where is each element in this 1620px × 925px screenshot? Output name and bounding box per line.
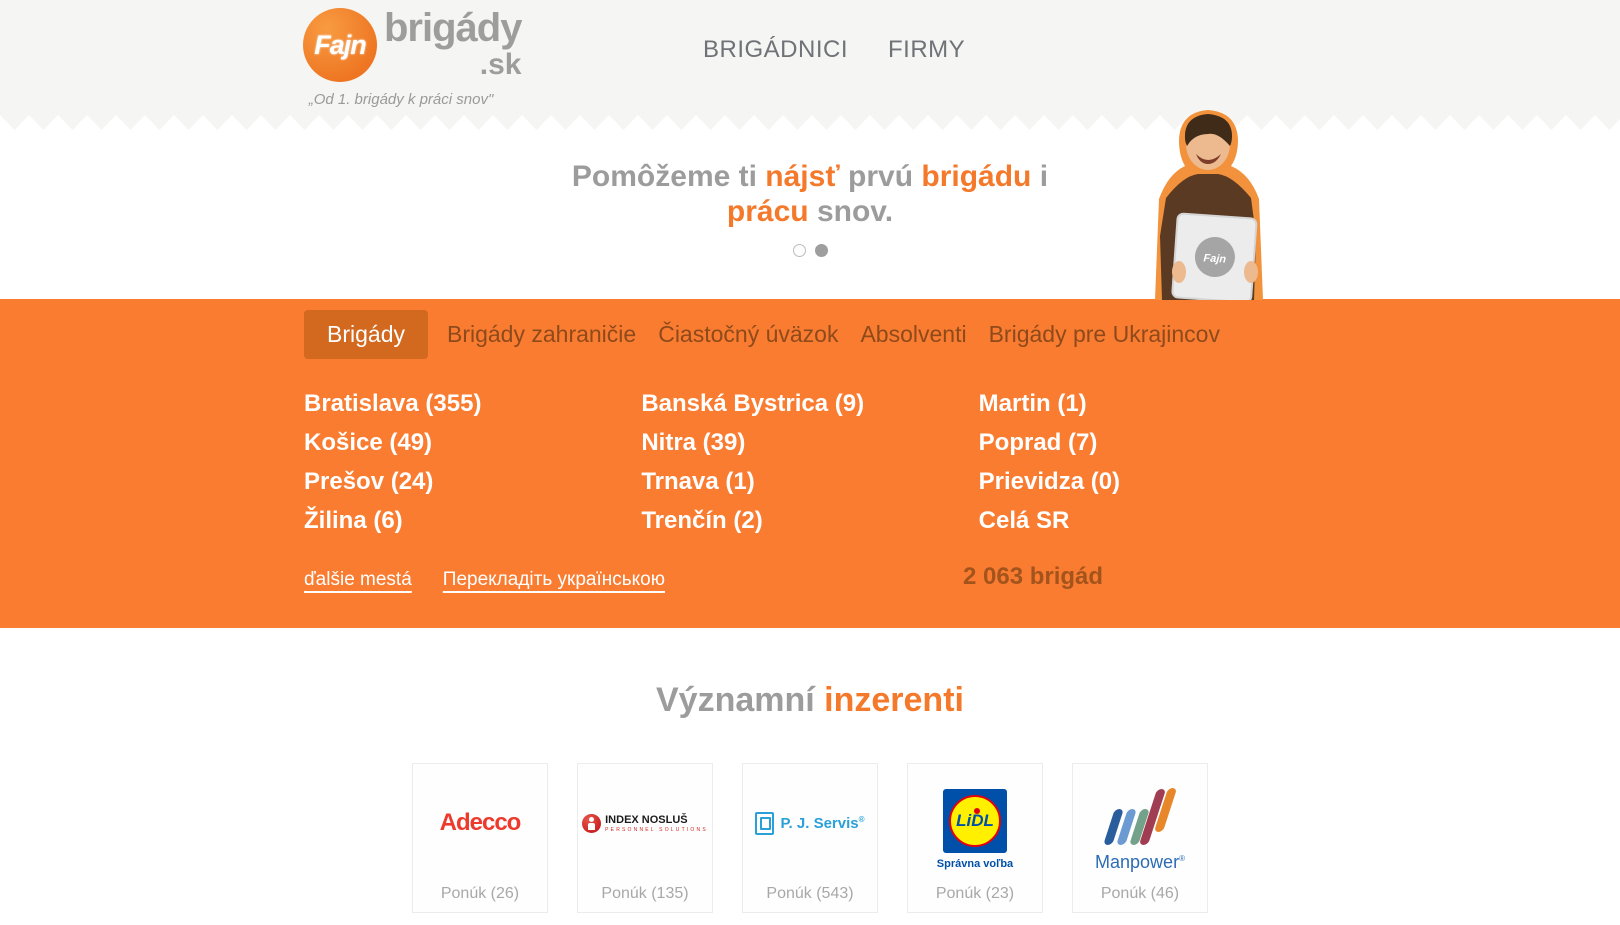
fajn-logo-badge-icon: Fajn <box>303 8 377 82</box>
tab-ciastocny-uvazok[interactable]: Čiastočný úväzok <box>658 321 839 347</box>
site-logo[interactable]: Fajn brigády .sk „Od 1. brigády k práci … <box>303 6 522 108</box>
city-link-trencin[interactable]: Trenčín (2) <box>641 507 763 534</box>
city-link-zilina[interactable]: Žilina (6) <box>304 507 403 534</box>
offers-count-label: Ponúk (23) <box>935 885 1015 902</box>
hero-section: Pomôžeme ti nájsť prvú brigádu i prácu s… <box>0 110 1620 300</box>
logo-name: brigády <box>384 6 522 50</box>
logo-badge-text: Fajn <box>314 29 367 60</box>
headline-text: prvú <box>839 160 922 193</box>
advertisers-heading: Významní inzerenti <box>0 681 1620 720</box>
index-noslus-logo-text: INDEX NOSLUŠ <box>605 813 688 826</box>
advertiser-card-index-noslus[interactable]: INDEX NOSLUŠ personnel solutions Ponúk (… <box>577 763 713 913</box>
pj-servis-logo-text: P. J. Servis® <box>780 814 865 832</box>
offers-count-label: Ponúk (543) <box>766 885 854 902</box>
carousel-dots <box>0 244 1620 257</box>
zigzag-divider <box>0 115 1620 130</box>
city-link-banska-bystrica[interactable]: Banská Bystrica (9) <box>641 390 865 417</box>
city-link-bratislava[interactable]: Bratislava (355) <box>304 390 482 417</box>
site-header: Fajn brigády .sk „Od 1. brigády k práci … <box>0 0 1620 115</box>
tab-brigady-pre-ukrajincov[interactable]: Brigády pre Ukrajincov <box>988 321 1220 347</box>
registered-mark: ® <box>858 814 865 824</box>
advertiser-card-pj-servis[interactable]: P. J. Servis® Ponúk (543) <box>742 763 878 913</box>
advertiser-card-lidl[interactable]: LiDL Správna voľba Ponúk (23) <box>907 763 1043 913</box>
city-link-trnava[interactable]: Trnava (1) <box>641 468 755 495</box>
logo-tagline: „Od 1. brigády k práci snov" <box>308 91 494 108</box>
hero-headline: Pomôžeme ti nájsť prvú brigádu i prácu s… <box>0 115 1620 229</box>
city-link-presov[interactable]: Prešov (24) <box>304 468 434 495</box>
offers-count-label: Ponúk (26) <box>440 885 520 902</box>
tab-brigady-zahranicie[interactable]: Brigády zahraničie <box>446 321 637 347</box>
lidl-logo-text: LiDL <box>956 810 994 830</box>
advertisers-heading-accent: inzerenti <box>824 681 964 719</box>
manpower-logo: Manpower® <box>1095 787 1185 873</box>
laptop-logo-text: Fajn <box>1203 252 1227 266</box>
carousel-dot-2[interactable] <box>814 244 828 257</box>
headline-accent: prácu <box>726 195 809 228</box>
main-nav: BRIGÁDNICI FIRMY <box>703 36 965 64</box>
advertiser-card-adecco[interactable]: Adecco Ponúk (26) <box>412 763 548 913</box>
total-jobs-count: 2 063 brigád <box>963 563 1104 590</box>
city-link-cela-sr[interactable]: Celá SR <box>978 507 1070 534</box>
lidl-logo-icon: LiDL <box>942 788 1007 853</box>
lidl-logo-dot <box>973 807 980 814</box>
city-links-grid: Bratislava (355) Košice (49) Prešov (24)… <box>304 384 1316 540</box>
translate-ukrainian-link[interactable]: Перекладіть українською <box>442 569 665 590</box>
headline-accent: nájsť <box>765 160 840 193</box>
city-link-kosice[interactable]: Košice (49) <box>304 429 433 456</box>
offers-count-label: Ponúk (46) <box>1100 885 1180 902</box>
pj-servis-logo-icon <box>755 811 775 835</box>
headline-accent: brigádu <box>921 160 1032 193</box>
tab-absolventi[interactable]: Absolventi <box>860 321 967 347</box>
nav-item-brigadnici[interactable]: BRIGÁDNICI <box>703 36 849 63</box>
lidl-logo: LiDL Správna voľba <box>936 788 1014 870</box>
advertiser-card-manpower[interactable]: Manpower® Ponúk (46) <box>1072 763 1208 913</box>
pj-servis-logo: P. J. Servis® <box>755 811 865 835</box>
manpower-logo-text: Manpower® <box>1095 852 1185 872</box>
category-tabs: Brigády Brigády zahraničie Čiastočný úvä… <box>304 310 1316 359</box>
city-link-martin[interactable]: Martin (1) <box>978 390 1087 417</box>
jobs-band: Brigády Brigády zahraničie Čiastočný úvä… <box>0 299 1620 628</box>
advertisers-heading-gray: Významní <box>656 681 825 719</box>
city-link-nitra[interactable]: Nitra (39) <box>641 429 746 456</box>
tab-brigady[interactable]: Brigády <box>304 310 428 359</box>
manpower-logo-icon <box>1103 787 1178 845</box>
registered-mark: ® <box>1179 854 1185 863</box>
carousel-dot-1[interactable] <box>792 244 806 257</box>
headline-text: Pomôžeme ti <box>571 160 766 193</box>
index-noslus-logo: INDEX NOSLUŠ personnel solutions <box>582 813 708 833</box>
logo-tld: .sk <box>479 48 522 81</box>
more-cities-link[interactable]: ďalšie mestá <box>304 569 412 590</box>
index-noslus-logo-icon <box>582 813 602 833</box>
offers-count-label: Ponúk (135) <box>601 885 689 902</box>
advertiser-cards: Adecco Ponúk (26) INDEX NOSLUŠ personnel… <box>0 763 1620 913</box>
nav-item-firmy[interactable]: FIRMY <box>888 36 966 63</box>
adecco-logo: Adecco <box>439 809 522 836</box>
headline-text: snov. <box>808 195 894 228</box>
city-link-poprad[interactable]: Poprad (7) <box>978 429 1098 456</box>
city-link-prievidza[interactable]: Prievidza (0) <box>978 468 1121 495</box>
lidl-slogan: Správna voľba <box>936 857 1014 870</box>
happy-man-with-laptop-image: Fajn <box>1155 110 1263 300</box>
index-noslus-logo-subtext: personnel solutions <box>605 826 708 833</box>
headline-text: i <box>1031 160 1049 193</box>
